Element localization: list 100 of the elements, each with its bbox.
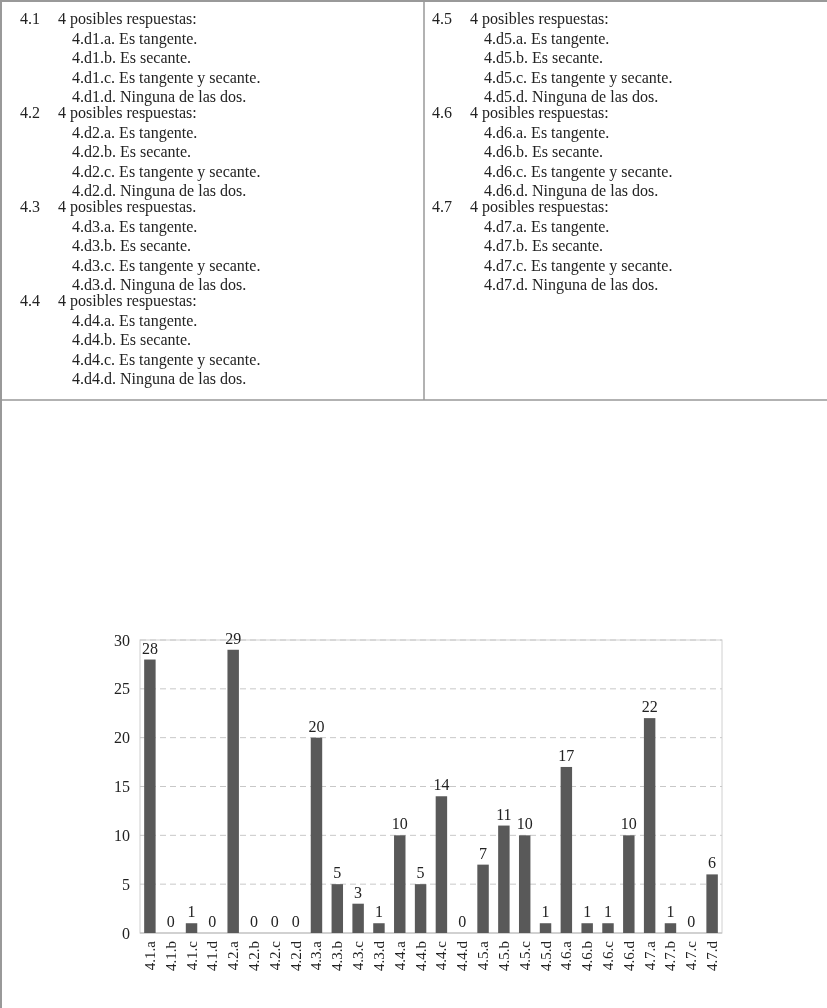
bar [373,923,385,933]
bar [331,884,344,933]
x-tick-label: 4.7.d [704,940,721,971]
y-tick-label: 5 [122,875,130,893]
bar [498,825,510,933]
text: 4.d6.b. Es secante. [484,143,604,160]
data-label: 22 [641,698,658,716]
x-tick-label: 4.3.a [308,940,325,971]
data-label: 28 [141,639,158,657]
text: 4.d1.b. Es secante. [72,49,192,66]
data-label: 1 [583,903,592,921]
data-label: 0 [687,913,696,930]
bar [623,835,635,933]
data-label: 17 [558,746,575,764]
x-tick-label: 4.5.b [495,941,512,971]
x-tick-label: 4.4.a [391,940,408,971]
x-tick-label: 4.5.c [516,940,533,971]
x-tick-label: 4.1.d [204,940,221,971]
data-label: 11 [496,805,512,823]
x-tick-label: 4.2.c [266,940,283,971]
text: 4.d5.d. Ninguna de las dos. [484,88,659,106]
y-tick-label: 20 [114,729,130,747]
text: 4.d2.d. Ninguna de las dos. [72,182,247,200]
data-label: 3 [354,883,363,901]
data-label: 0 [270,913,279,930]
text: 4.5 [432,10,452,27]
x-tick-label: 4.6.c [599,940,616,971]
data-label: 1 [541,903,550,921]
y-tick-label: 25 [114,680,130,698]
x-tick-label: 4.3.c [350,940,367,971]
y-tick-label: 10 [114,826,130,844]
text: 4.d1.a. Es tangente. [72,29,198,48]
data-label: 5 [416,864,425,882]
text: 4.d2.c. Es tangente y secante. [72,162,261,181]
bar [560,766,573,933]
data-label: 5 [333,864,342,882]
text: 4.d4.d. Ninguna de las dos. [72,370,247,388]
text: 4.d7.a. Es tangente. [484,217,610,236]
text: 4.d7.b. Es secante. [484,237,604,254]
text: 4 posibles respuestas: [470,10,609,28]
text: 4.d4.c. Es tangente y secante. [72,350,261,369]
x-tick-label: 4.7.b [662,941,679,971]
bar [394,835,406,933]
bar [227,649,239,933]
bar [539,923,552,933]
text: 4.d2.a. Es tangente. [72,123,198,142]
text: 4.1 [20,10,40,27]
data-label: 7 [479,844,488,862]
bar [414,884,427,933]
text: 4.d7.c. Es tangente y secante. [484,256,673,275]
x-tick-label: 4.5.d [537,940,554,971]
data-label: 1 [374,903,383,921]
data-label: 0 [291,913,300,930]
data-label: 10 [620,815,637,833]
data-label: 0 [458,913,467,930]
x-tick-label: 4.4.c [433,940,450,971]
text: 4.d4.a. Es tangente. [72,311,198,330]
text: 4.d5.c. Es tangente y secante. [484,68,673,87]
data-label: 6 [708,854,717,872]
text: 4.d6.c. Es tangente y secante. [484,162,673,181]
bar [435,796,448,933]
text: 4.d4.b. Es secante. [72,331,192,348]
x-tick-label: 4.1.b [162,941,179,971]
data-label: 10 [516,815,533,833]
text: 4.7 [432,198,452,215]
x-tick-label: 4.6.b [579,941,596,971]
text: 4.d7.d. Ninguna de las dos. [484,276,659,294]
text: 4.d5.b. Es secante. [484,49,604,66]
x-tick-label: 4.7.a [641,940,658,971]
data-label: 29 [225,629,242,647]
x-tick-label: 4.3.b [329,941,346,971]
x-tick-label: 4.4.b [412,941,429,971]
x-tick-label: 4.1.a [141,940,158,971]
data-label: 1 [603,903,612,921]
x-tick-label: 4.6.a [558,940,575,971]
x-tick-label: 4.3.d [370,940,387,971]
data-label: 14 [433,776,450,794]
bar [518,835,531,933]
y-tick-label: 30 [114,631,130,649]
data-label: 1 [187,903,196,921]
bar [310,737,323,933]
text: 4.d3.d. Ninguna de las dos. [72,276,247,294]
text: 4.d3.c. Es tangente y secante. [72,256,261,275]
text: 4 posibles respuestas: [58,10,197,28]
text: 4.6 [432,104,452,121]
bar [643,718,656,933]
bar [144,659,156,933]
text: 4.3 [20,198,40,215]
text: 4.d2.b. Es secante. [72,143,192,160]
bar [581,923,593,933]
bar [664,923,677,933]
data-label: 1 [666,903,675,921]
bar [602,923,614,933]
data-label: 20 [308,717,325,735]
text: 4.d5.a. Es tangente. [484,29,610,48]
x-tick-label: 4.2.d [287,940,304,971]
data-label: 10 [391,815,408,833]
y-tick-label: 15 [114,778,130,796]
text: 4.2 [20,104,40,121]
text: 4.4 [20,292,40,309]
